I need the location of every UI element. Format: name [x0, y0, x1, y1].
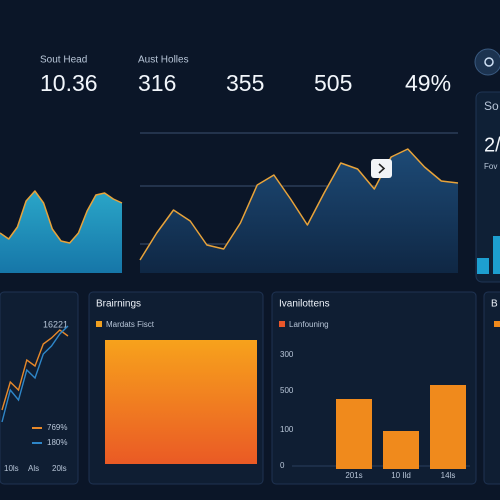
panel: [0, 291, 79, 485]
stat-label: Aust Holles: [138, 55, 189, 66]
line: [139, 148, 459, 261]
chevron-icon: [378, 163, 386, 174]
line: [0, 190, 123, 244]
legend-label: Lanfouning: [289, 320, 329, 329]
bar: [477, 258, 489, 274]
card-caption: Fov: [484, 162, 497, 171]
legend-swatch: [494, 321, 500, 327]
bar: [383, 431, 419, 469]
legend-label: Mardats Fisct: [106, 320, 155, 329]
stat-value: 316: [138, 70, 176, 96]
panel: [483, 291, 500, 485]
y-label: 0: [280, 461, 285, 470]
legend-label: 769%: [47, 423, 67, 432]
card-title: So: [484, 99, 499, 113]
next-button[interactable]: [371, 159, 392, 178]
x-label: 201s: [345, 471, 362, 480]
stat-value: 10.36: [40, 70, 98, 96]
gradient-block: [105, 340, 257, 464]
x-label: 10 Ild: [391, 471, 411, 480]
panel-title: Brairnings: [96, 299, 141, 310]
side-card: [475, 91, 500, 283]
line: [1, 325, 69, 423]
legend-swatch: [96, 321, 102, 327]
stat-value: 355: [226, 70, 264, 96]
line: [1, 329, 69, 411]
y-label: 300: [280, 350, 294, 359]
y-label: 500: [280, 386, 294, 395]
legend-label: 180%: [47, 438, 67, 447]
x-label: Als: [28, 464, 39, 473]
legend-swatch: [279, 321, 285, 327]
panel-title: B: [491, 299, 498, 310]
panel: [271, 291, 477, 485]
bar: [336, 399, 372, 469]
stat-value: 49%: [405, 70, 451, 96]
stat-label: Sout Head: [40, 55, 87, 66]
x-label: 20ls: [52, 464, 67, 473]
stat-value: 505: [314, 70, 352, 96]
bar: [430, 385, 466, 469]
search-icon: [484, 57, 494, 67]
y-label: 100: [280, 425, 294, 434]
x-label: 10ls: [4, 464, 19, 473]
panel-title: Ivanilottens: [279, 299, 330, 310]
area: [0, 191, 122, 273]
bar: [493, 236, 500, 274]
area: [140, 149, 458, 273]
card-value: 2/: [484, 134, 500, 156]
search-button[interactable]: [474, 48, 500, 76]
x-label: 14ls: [441, 471, 456, 480]
time-label: 16221: [43, 319, 68, 329]
